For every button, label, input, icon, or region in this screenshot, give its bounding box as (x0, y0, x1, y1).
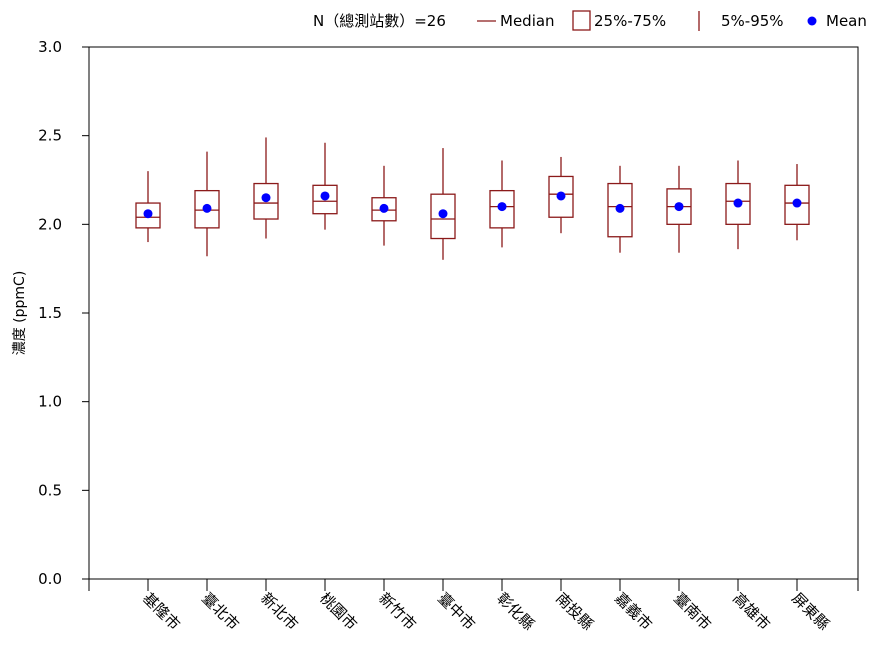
x-tick-label: 桃園市 (316, 589, 361, 634)
iqr-box (312, 184, 338, 215)
iqr-box (548, 175, 574, 218)
y-tick-label: 0.5 (38, 481, 62, 499)
y-tick-label: 0.0 (38, 570, 62, 588)
x-tick-label: 基隆市 (139, 589, 184, 634)
box-plot-9 (607, 165, 633, 253)
y-tick-label: 2.5 (38, 127, 62, 145)
box-plot-6 (430, 148, 456, 260)
y-axis-label: 濃度 (ppmC) (12, 271, 28, 356)
legend-median-label: Median (500, 12, 555, 30)
x-tick-label: 嘉義市 (611, 589, 656, 634)
mean-point (556, 191, 566, 201)
x-tick-label: 臺中市 (434, 589, 479, 634)
box-plot-11 (725, 160, 751, 250)
plot-frame (88, 46, 859, 580)
y-tick-label: 2.0 (38, 215, 62, 233)
y-axis: 0.0 0.5 1.0 1.5 2.0 2.5 3.0 (38, 38, 89, 588)
x-tick-label: 高雄市 (729, 589, 774, 634)
x-tick-label: 新北市 (257, 589, 302, 634)
box-plot-7 (489, 160, 515, 248)
iqr-box (253, 182, 279, 220)
iqr-box (430, 193, 456, 240)
iqr-box (607, 182, 633, 238)
mean-point (261, 193, 271, 203)
box-plot-4 (312, 142, 338, 230)
mean-point (320, 191, 330, 201)
boxes-layer (135, 137, 810, 260)
mean-point (497, 202, 507, 212)
x-axis: 基隆市 臺北市 新北市 桃園市 新竹市 臺中市 彰化縣 南投縣 嘉義市 臺南市 高雄市 屏東縣 (88, 579, 859, 634)
box-plot-12 (784, 164, 810, 241)
legend-mean-label: Mean (826, 12, 867, 30)
legend-n-label: N（總測站數）=26 (313, 12, 446, 30)
mean-point (202, 203, 212, 213)
mean-point (674, 202, 684, 212)
mean-point (615, 203, 625, 213)
legend-mean-swatch (807, 16, 817, 26)
mean-point (143, 209, 153, 219)
legend-box-swatch (572, 10, 591, 31)
box-plot-1 (135, 171, 161, 243)
mean-point (733, 198, 743, 208)
box-plot-2 (194, 151, 220, 257)
y-tick-label: 1.0 (38, 393, 62, 411)
iqr-box (725, 182, 751, 225)
box-plot-10 (666, 165, 692, 253)
iqr-box (371, 197, 397, 222)
x-tick-label: 彰化縣 (493, 589, 538, 634)
mean-point (438, 209, 448, 219)
mean-point (792, 198, 802, 208)
iqr-box (784, 184, 810, 225)
x-tick-label: 臺北市 (198, 589, 243, 634)
y-tick-label: 3.0 (38, 38, 62, 56)
iqr-box (135, 202, 161, 229)
x-tick-label: 南投縣 (552, 589, 597, 634)
box-plot-3 (253, 137, 279, 239)
x-tick-label: 新竹市 (375, 589, 420, 634)
iqr-box (194, 189, 220, 229)
box-plot-5 (371, 165, 397, 246)
legend-whisker-label: 5%-95% (721, 12, 784, 30)
mean-point (379, 203, 389, 213)
y-tick-label: 1.5 (38, 304, 62, 322)
legend: N（總測站數）=26 Median 25%-75% 5%-95% Mean (313, 10, 867, 31)
iqr-box (489, 189, 515, 229)
x-tick-label: 屏東縣 (788, 589, 833, 634)
box-plot-8 (548, 156, 574, 234)
legend-box-label: 25%-75% (594, 12, 666, 30)
x-tick-label: 臺南市 (670, 589, 715, 634)
